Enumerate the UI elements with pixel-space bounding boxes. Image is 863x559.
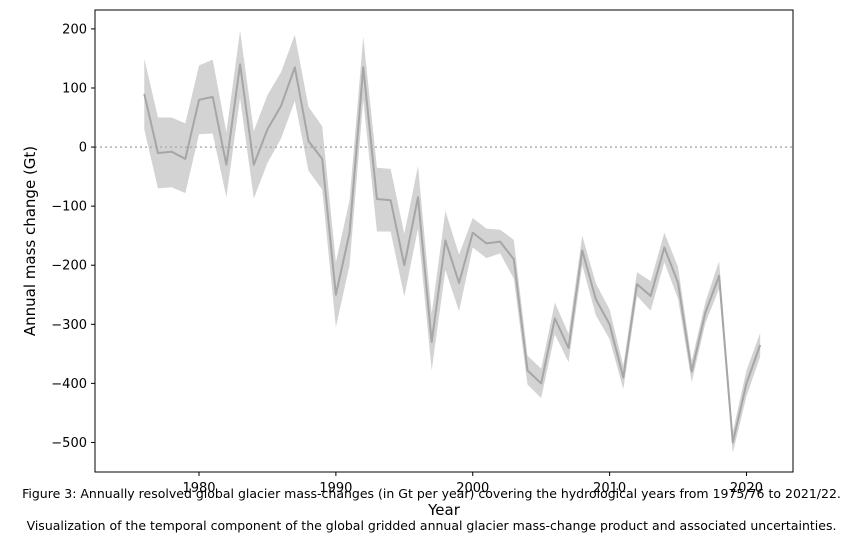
- axis-ticks: 1980 1990 2000 2010 2020 200 100 0 −100 −200 −300 −…: [51, 22, 763, 496]
- mass-change-line: [143, 63, 762, 444]
- x-tick-label: 1980: [182, 481, 215, 496]
- y-tick-label: −500: [51, 436, 87, 451]
- y-tick-label: 0: [79, 141, 87, 156]
- x-tick-label: 2000: [456, 481, 489, 496]
- uncertainty-band: [144, 30, 761, 454]
- x-axis-label: Year: [427, 501, 461, 519]
- plot-area: [95, 30, 793, 454]
- x-tick-label: 2010: [593, 481, 626, 496]
- y-tick-label: −300: [51, 318, 87, 333]
- figure-caption-title: Figure 3: Annually resolved global glaci…: [22, 486, 841, 501]
- x-tick-label: 1990: [319, 481, 352, 496]
- y-tick-label: 100: [62, 81, 87, 96]
- y-tick-label: 200: [62, 22, 87, 37]
- y-tick-label: −200: [51, 259, 87, 274]
- y-axis-label: Annual mass change (Gt): [21, 146, 39, 336]
- plot-frame: [94, 9, 794, 473]
- figure-caption-body: Visualization of the temporal component …: [26, 518, 837, 533]
- x-tick-label: 2020: [730, 481, 763, 496]
- y-tick-label: −100: [51, 200, 87, 215]
- y-tick-label: −400: [51, 377, 87, 392]
